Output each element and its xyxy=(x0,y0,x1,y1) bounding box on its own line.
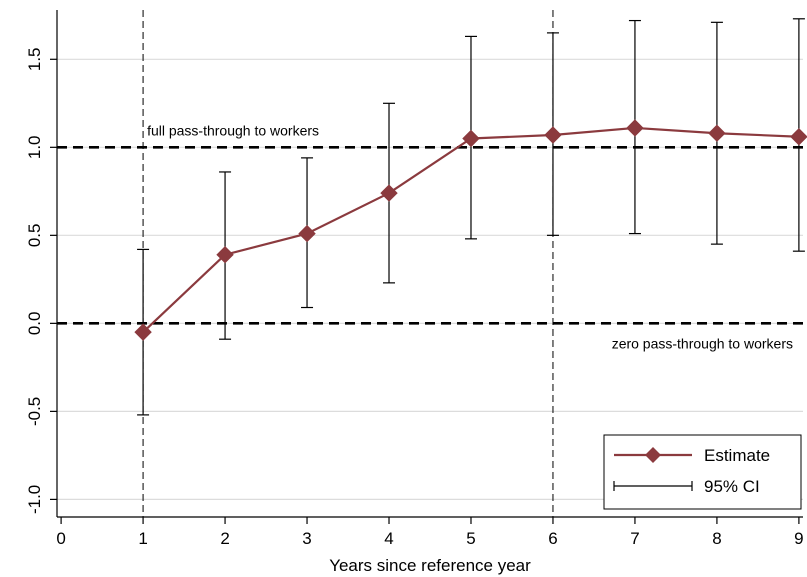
legend-ci-label: 95% CI xyxy=(704,477,760,496)
x-tick-label: 2 xyxy=(220,529,229,548)
estimate-point xyxy=(708,124,726,142)
legend-estimate-label: Estimate xyxy=(704,446,770,465)
estimate-point xyxy=(134,323,152,341)
y-tick-label: 1.0 xyxy=(25,135,44,159)
vertical-reference-lines xyxy=(142,10,554,517)
y-tick-label: 0.0 xyxy=(25,312,44,336)
legend-estimate-marker xyxy=(645,447,661,463)
x-axis-label: Years since reference year xyxy=(329,556,531,575)
annotation-full-pass-through: full pass-through to workers xyxy=(147,122,319,138)
x-tick-label: 1 xyxy=(138,529,147,548)
x-tick-label: 0 xyxy=(56,529,65,548)
y-tick-label: -0.5 xyxy=(25,397,44,426)
estimate-point xyxy=(544,126,562,144)
y-tick-label: -1.0 xyxy=(25,485,44,514)
estimate-point xyxy=(298,224,316,243)
x-tick-label: 6 xyxy=(548,529,557,548)
estimate-point xyxy=(790,128,807,146)
x-axis-ticks: 0 1 2 3 4 5 6 7 8 9 xyxy=(56,517,804,548)
x-tick-label: 5 xyxy=(466,529,475,548)
confidence-intervals xyxy=(137,18,805,416)
estimate-point xyxy=(462,129,480,148)
y-axis-ticks: -1.0 -0.5 0.0 0.5 1.0 1.5 xyxy=(25,47,57,514)
legend: Estimate 95% CI xyxy=(603,434,802,510)
axes xyxy=(56,10,803,518)
estimate-point xyxy=(216,245,234,264)
estimate-series xyxy=(134,119,807,341)
annotation-zero-pass-through: zero pass-through to workers xyxy=(612,335,793,351)
estimate-point xyxy=(626,119,644,137)
y-tick-label: 1.5 xyxy=(25,47,44,71)
y-tick-label: 0.5 xyxy=(25,224,44,248)
estimate-point xyxy=(380,184,398,202)
legend-box xyxy=(603,434,802,510)
x-tick-label: 4 xyxy=(384,529,393,548)
x-tick-label: 7 xyxy=(630,529,639,548)
x-tick-label: 8 xyxy=(712,529,721,548)
horizontal-reference-lines xyxy=(57,146,803,325)
x-tick-label: 3 xyxy=(302,529,311,548)
x-tick-label: 9 xyxy=(794,529,803,548)
